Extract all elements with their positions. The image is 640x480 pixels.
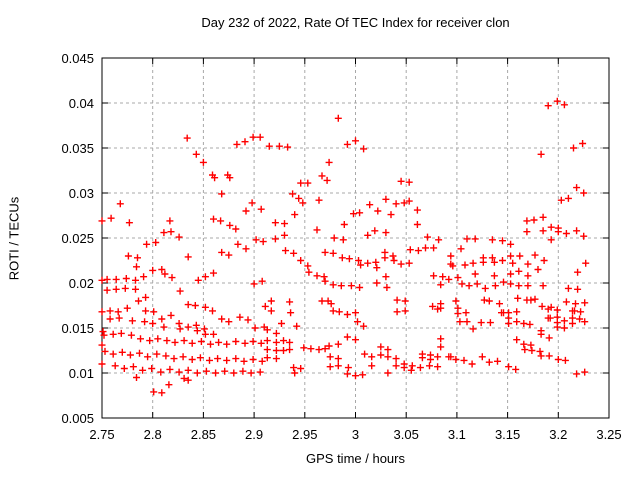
x-axis-label: GPS time / hours (306, 451, 405, 466)
scatter-points (98, 97, 590, 397)
y-tick-label: 0.01 (68, 366, 94, 381)
tick-marks (101, 57, 610, 419)
x-tick-label: 2.75 (89, 427, 115, 442)
y-tick-label: 0.04 (68, 96, 94, 111)
x-tick-label: 3.1 (447, 427, 466, 442)
y-tick-label: 0.03 (68, 186, 94, 201)
grid-lines (102, 58, 609, 418)
y-tick-label: 0.02 (68, 276, 94, 291)
x-tick-label: 3.05 (393, 427, 419, 442)
x-tick-label: 3 (351, 427, 360, 442)
y-tick-label: 0.015 (61, 321, 94, 336)
y-tick-label: 0.025 (61, 231, 94, 246)
x-tick-label: 3.25 (596, 427, 622, 442)
y-tick-label: 0.035 (61, 141, 94, 156)
x-tick-label: 2.9 (245, 427, 264, 442)
y-tick-label: 0.045 (61, 51, 94, 66)
x-tick-label: 2.8 (143, 427, 162, 442)
x-tick-label: 3.15 (494, 427, 521, 442)
chart-title: Day 232 of 2022, Rate Of TEC Index for r… (201, 15, 510, 30)
x-tick-label: 3.2 (549, 427, 568, 442)
x-tick-label: 2.85 (190, 427, 217, 442)
x-tick-label: 2.95 (292, 427, 318, 442)
y-tick-label: 0.005 (61, 411, 94, 426)
